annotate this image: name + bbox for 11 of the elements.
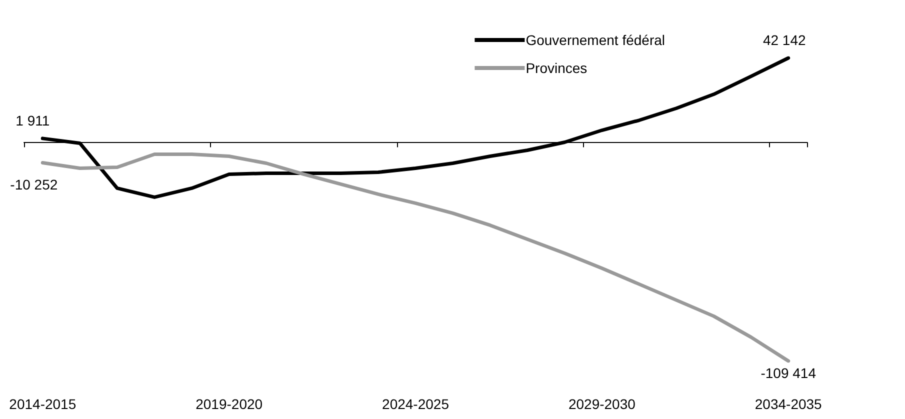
x-tick-label: 2034-2035 — [754, 396, 822, 412]
x-tick-label: 2029-2030 — [568, 396, 636, 412]
data-label: 1 911 — [16, 112, 50, 128]
x-tick-label: 2014-2015 — [9, 396, 76, 412]
legend-label: Provinces — [526, 60, 588, 76]
legend-label: Gouvernement fédéral — [526, 32, 666, 48]
data-label: -109 414 — [760, 365, 816, 381]
x-tick-label: 2024-2025 — [382, 396, 450, 412]
data-label: -10 252 — [10, 176, 58, 193]
data-label: 42 142 — [762, 32, 806, 48]
x-tick-label: 2019-2020 — [196, 396, 263, 412]
